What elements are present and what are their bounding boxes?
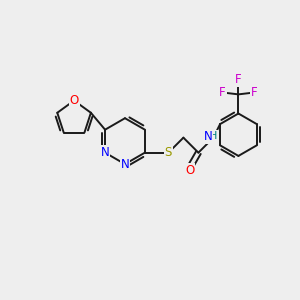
Text: N: N [204,130,212,143]
Text: O: O [70,94,79,107]
Text: S: S [165,146,172,159]
Text: N: N [121,158,129,171]
Text: F: F [219,86,226,99]
Text: H: H [209,131,218,141]
Text: F: F [235,73,242,85]
Text: O: O [185,164,194,177]
Text: F: F [251,86,258,99]
Text: N: N [101,146,110,159]
